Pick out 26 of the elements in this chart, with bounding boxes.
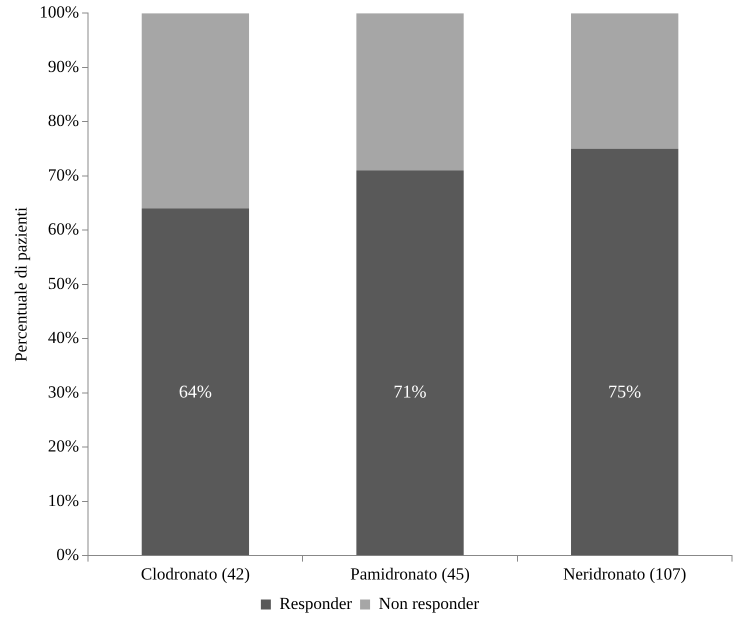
y-tick-label: 60% [48, 220, 80, 239]
y-tick-label: 90% [48, 56, 80, 76]
data-label: 71% [394, 382, 427, 402]
bar [571, 13, 678, 149]
y-tick-label: 80% [48, 111, 80, 130]
y-tick-label: 10% [48, 490, 80, 510]
data-label: 64% [178, 382, 212, 402]
y-tick-label: 40% [48, 328, 80, 348]
y-tick-label: 20% [48, 436, 80, 456]
y-tick-label: 0% [56, 545, 80, 564]
bar [356, 170, 464, 556]
bar [356, 13, 464, 170]
x-tick-label: Neridronato (107) [563, 564, 686, 584]
y-tick-label: 70% [48, 165, 80, 184]
legend-label: Non responder [378, 594, 480, 613]
x-tick-label: Pamidronato (45) [350, 564, 470, 584]
bar [142, 13, 250, 208]
data-label: 75% [608, 382, 642, 402]
y-axis-title: Percentuale di pazienti [12, 206, 31, 362]
x-tick-label: Clodronato (42) [140, 564, 250, 584]
y-tick-label: 50% [48, 274, 80, 293]
legend-label: Responder [279, 594, 352, 613]
y-tick-label: 100% [39, 2, 80, 22]
bar [571, 148, 678, 556]
y-tick-label: 30% [48, 382, 80, 402]
bar [142, 208, 250, 556]
